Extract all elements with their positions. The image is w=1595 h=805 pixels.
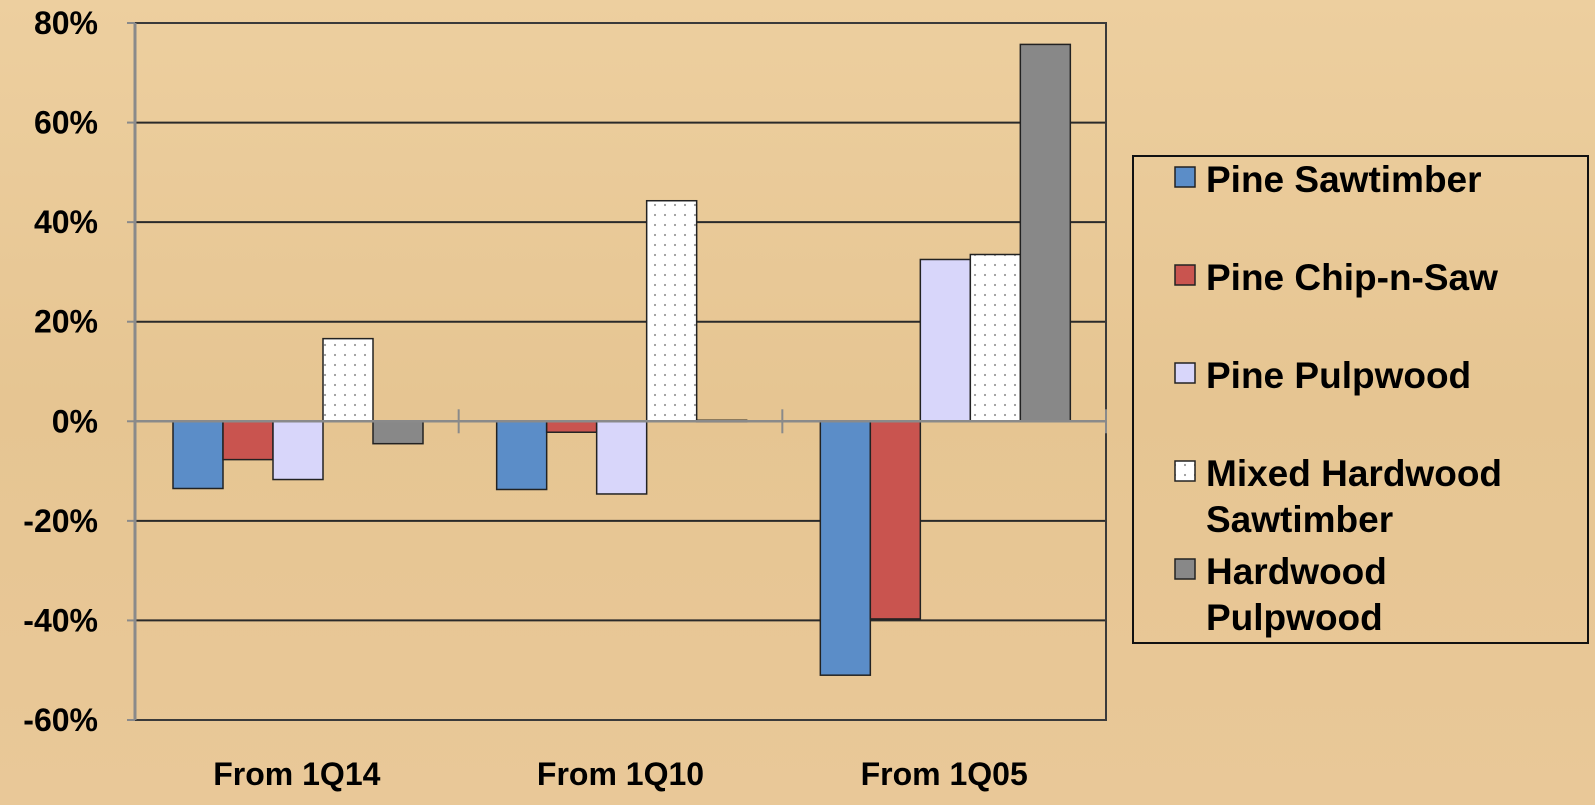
legend-swatch-mixed-hardwood-sawtimber [1174, 460, 1196, 482]
y-tick-label: 20% [34, 304, 98, 340]
x-axis-labels: From 1Q14 From 1Q10 From 1Q05 [213, 756, 1028, 792]
legend-label: Pine Pulpwood [1206, 355, 1471, 396]
bar-mixed-hardwood-sawtimber [969, 253, 1022, 423]
y-tick-label: -40% [23, 602, 98, 638]
y-tick-label: -60% [23, 702, 98, 738]
legend-label: Mixed Hardwood [1206, 453, 1502, 494]
legend-label: Pulpwood [1206, 597, 1383, 638]
legend: Pine Sawtimber Pine Chip-n-Saw Pine Pulpwo… [1132, 155, 1589, 644]
bar-hardwood-pulpwood [372, 420, 424, 445]
bar-pine-sawtimber [495, 420, 548, 491]
y-tick-label: 80% [34, 5, 98, 41]
legend-label: Pine Chip-n-Saw [1206, 257, 1498, 298]
bar-pine-chip-n-saw [222, 420, 274, 461]
bar-mixed-hardwood-sawtimber [645, 199, 698, 423]
bar-pine-sawtimber [172, 420, 224, 490]
bar-hardwood-pulpwood [1019, 43, 1072, 423]
bar-pine-chip-n-saw [869, 420, 922, 620]
x-category-label: From 1Q05 [861, 756, 1028, 792]
bar-pine-chip-n-saw [545, 420, 598, 433]
legend-label: Pine Sawtimber [1206, 159, 1482, 200]
legend-label: Hardwood [1206, 551, 1387, 592]
axes [127, 22, 1107, 721]
legend-box [1132, 155, 1589, 644]
bar-mixed-hardwood-sawtimber [322, 337, 374, 423]
bar-pine-pulpwood [272, 420, 324, 481]
x-category-label: From 1Q14 [213, 756, 380, 792]
bars [172, 43, 1072, 676]
y-tick-label: 60% [34, 105, 98, 141]
x-category-label: From 1Q10 [537, 756, 704, 792]
y-tick-label: 40% [34, 204, 98, 240]
bar-pine-pulpwood [919, 258, 972, 423]
legend-label: Sawtimber [1206, 499, 1393, 540]
y-tick-label: 0% [52, 403, 98, 439]
y-tick-label: -20% [23, 503, 98, 539]
legend-swatch-pine-chip-n-saw [1174, 264, 1196, 286]
bar-pine-sawtimber [819, 420, 872, 676]
legend-swatch-pine-pulpwood [1174, 362, 1196, 384]
legend-swatch-pine-sawtimber [1174, 166, 1196, 188]
y-axis-ticks: 80% 60% 40% 20% 0% -20% -40% -60% [23, 5, 98, 738]
legend-swatch-hardwood-pulpwood [1174, 558, 1196, 580]
bar-pine-pulpwood [595, 420, 648, 495]
